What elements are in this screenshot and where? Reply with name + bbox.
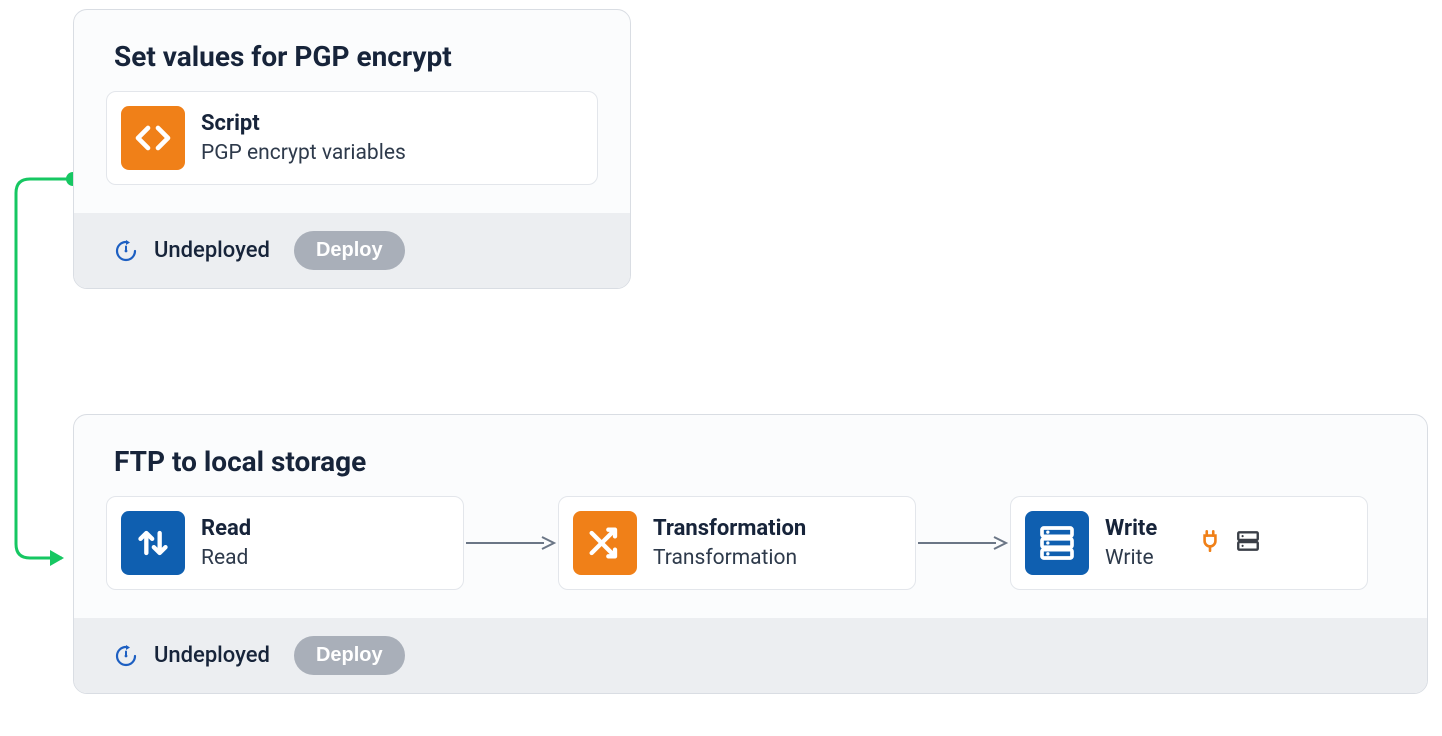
deploy-button[interactable]: Deploy [294, 636, 405, 675]
node-read[interactable]: Read Read [106, 496, 464, 590]
workflow-title: Set values for PGP encrypt [114, 40, 590, 73]
node-subtitle: Write [1105, 545, 1157, 571]
node-script[interactable]: Script PGP encrypt variables [106, 91, 598, 185]
node-subtitle: Read [201, 545, 251, 571]
deploy-button[interactable]: Deploy [294, 231, 405, 270]
flow-arrow [916, 542, 1010, 544]
workflow-footer: Undeployed Deploy [74, 618, 1427, 693]
server-icon [1025, 511, 1089, 575]
node-title: Read [201, 515, 251, 543]
status-label: Undeployed [154, 238, 270, 263]
workflow-canvas: Set values for PGP encrypt Script PGP en… [0, 0, 1442, 736]
workflow-body: Read Read Transformation [74, 496, 1427, 618]
workflow-header: FTP to local storage [74, 415, 1427, 496]
node-write[interactable]: Write Write [1010, 496, 1368, 590]
workflow-footer: Undeployed Deploy [74, 213, 630, 288]
node-subtitle: Transformation [653, 545, 806, 571]
status-refresh-icon [114, 644, 138, 668]
flow-arrow [464, 542, 558, 544]
status-refresh-icon [114, 239, 138, 263]
workflow-title: FTP to local storage [114, 445, 1387, 478]
storage-icon [1235, 528, 1261, 558]
workflow-header: Set values for PGP encrypt [74, 10, 630, 91]
status-label: Undeployed [154, 643, 270, 668]
workflow-card-pgp[interactable]: Set values for PGP encrypt Script PGP en… [73, 9, 631, 289]
node-extras [1197, 528, 1261, 558]
node-transformation[interactable]: Transformation Transformation [558, 496, 916, 590]
workflow-card-ftp[interactable]: FTP to local storage Read Read [73, 414, 1428, 694]
shuffle-icon [573, 511, 637, 575]
node-title: Write [1105, 515, 1157, 543]
node-title: Script [201, 110, 406, 138]
updown-icon [121, 511, 185, 575]
code-icon [121, 106, 185, 170]
node-title: Transformation [653, 515, 806, 543]
workflow-body: Script PGP encrypt variables [74, 91, 630, 213]
node-subtitle: PGP encrypt variables [201, 140, 406, 166]
plug-icon [1197, 528, 1223, 558]
